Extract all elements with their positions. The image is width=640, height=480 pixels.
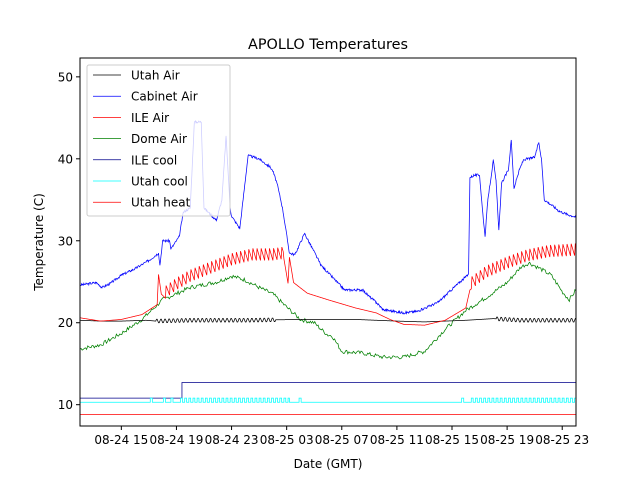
- x-tick-label: 08-24 19: [149, 433, 203, 447]
- series-line-utah-air: [80, 316, 576, 324]
- y-tick-label: 30: [58, 234, 73, 248]
- legend-label: Utah Air: [131, 69, 180, 83]
- x-tick-label: 08-25 07: [315, 433, 369, 447]
- x-tick-label: 08-24 15: [94, 433, 148, 447]
- legend-label: Dome Air: [131, 132, 187, 146]
- x-axis: 08-24 15 08-24 19 08-24 23 08-25 03 08-25 07…: [94, 426, 589, 447]
- y-axis: 10 20 30 40 50: [58, 70, 80, 412]
- y-tick-label: 40: [58, 152, 73, 166]
- series-line-dome-air: [80, 261, 576, 360]
- x-axis-label: Date (GMT): [294, 457, 363, 471]
- legend-label: Cabinet Air: [131, 90, 198, 104]
- y-axis-label: Temperature (C): [32, 193, 46, 292]
- series-layer: [80, 119, 576, 415]
- legend-label: ILE cool: [131, 153, 177, 167]
- legend: Utah Air Cabinet Air ILE Air Dome Air ILE co…: [86, 64, 231, 217]
- legend-label: ILE Air: [131, 111, 169, 125]
- legend-label: Utah heat: [131, 196, 191, 210]
- x-tick-label: 08-25 03: [260, 433, 314, 447]
- series-line-ile-cool: [80, 382, 576, 399]
- series-line-cabinet-air: [80, 119, 576, 315]
- x-tick-label: 08-25 15: [425, 433, 479, 447]
- plot-frame: [79, 57, 577, 427]
- legend-label: Utah cool: [131, 175, 188, 189]
- series-line-ile-air: [80, 243, 576, 326]
- y-tick-label: 10: [58, 398, 73, 412]
- x-tick-label: 08-24 23: [205, 433, 259, 447]
- legend-box: [86, 64, 231, 217]
- x-tick-label: 08-25 23: [535, 433, 589, 447]
- y-tick-label: 50: [58, 70, 73, 84]
- x-tick-label: 08-25 11: [370, 433, 424, 447]
- y-tick-label: 20: [58, 316, 73, 330]
- chart-title: APOLLO Temperatures: [248, 37, 408, 53]
- series-line-utah-cool: [80, 397, 576, 403]
- x-tick-label: 08-25 19: [480, 433, 534, 447]
